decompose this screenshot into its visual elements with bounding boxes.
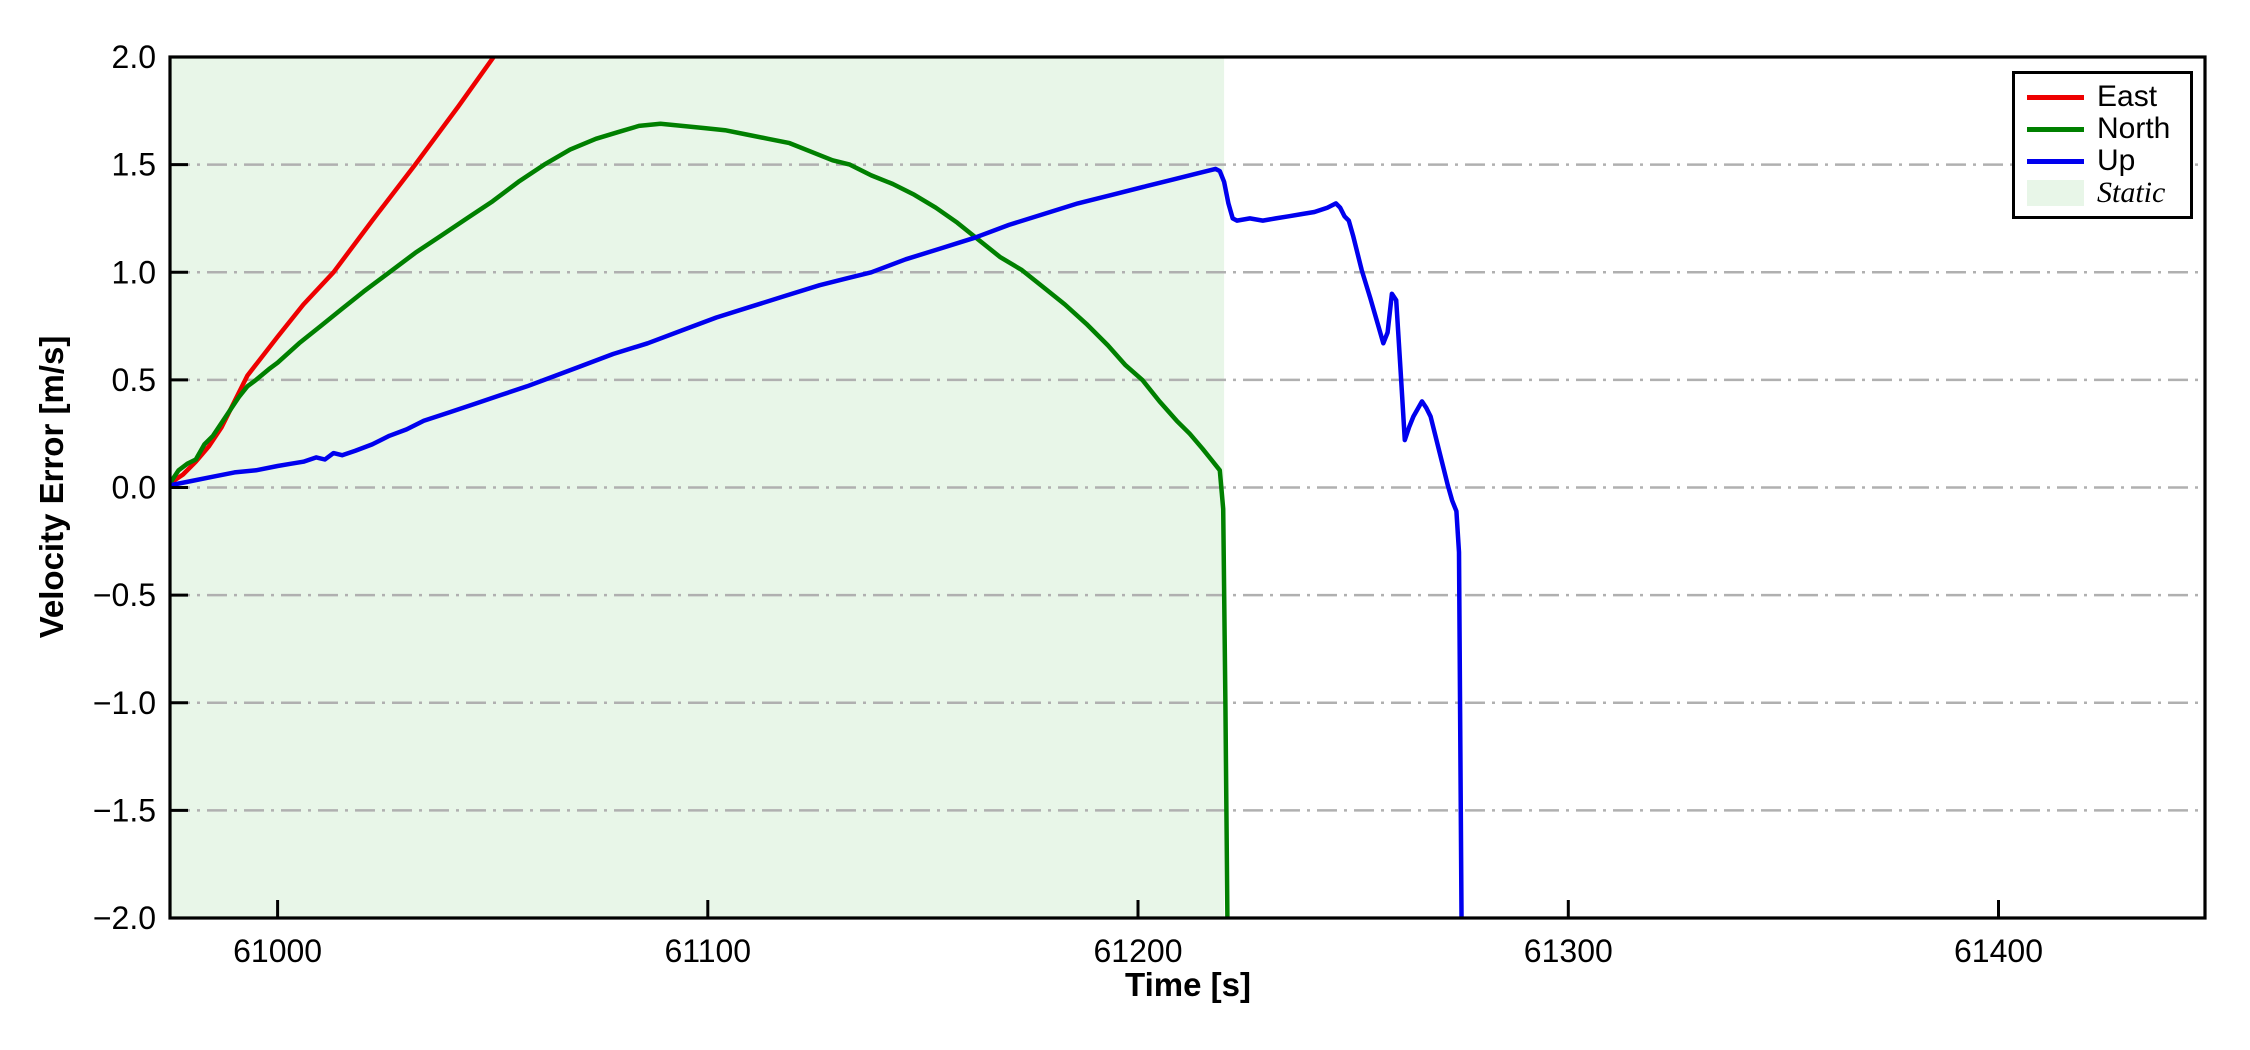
- svg-text:0.0: 0.0: [112, 470, 156, 506]
- legend-item-north: North: [2027, 113, 2184, 145]
- legend-label-east: East: [2097, 80, 2158, 113]
- legend-label-north: North: [2097, 112, 2171, 145]
- static-region-swatch: [2027, 180, 2084, 206]
- east-line-swatch: [2027, 94, 2084, 100]
- svg-text:1.5: 1.5: [112, 147, 156, 183]
- svg-text:61400: 61400: [1954, 933, 2043, 969]
- legend: East North Up Static: [2012, 71, 2193, 219]
- svg-text:61000: 61000: [233, 933, 322, 969]
- north-line-swatch: [2027, 126, 2084, 132]
- legend-label-up: Up: [2097, 144, 2136, 177]
- svg-text:61200: 61200: [1094, 933, 1183, 969]
- legend-item-up: Up: [2027, 145, 2184, 177]
- legend-label-static: Static: [2097, 176, 2166, 209]
- svg-text:61300: 61300: [1524, 933, 1613, 969]
- up-line-swatch: [2027, 158, 2084, 164]
- svg-text:2.0: 2.0: [112, 39, 156, 75]
- svg-text:−1.0: −1.0: [93, 685, 156, 721]
- x-axis-label: Time [s]: [1125, 966, 1251, 1003]
- svg-text:−0.5: −0.5: [93, 577, 156, 613]
- svg-text:1.0: 1.0: [112, 254, 156, 290]
- y-axis-label: Velocity Error [m/s]: [33, 335, 70, 639]
- svg-text:0.5: 0.5: [112, 362, 156, 398]
- legend-item-static: Static: [2027, 177, 2184, 209]
- svg-text:−2.0: −2.0: [93, 900, 156, 936]
- legend-item-east: East: [2027, 81, 2184, 113]
- svg-text:−1.5: −1.5: [93, 792, 156, 828]
- svg-text:61100: 61100: [664, 933, 751, 969]
